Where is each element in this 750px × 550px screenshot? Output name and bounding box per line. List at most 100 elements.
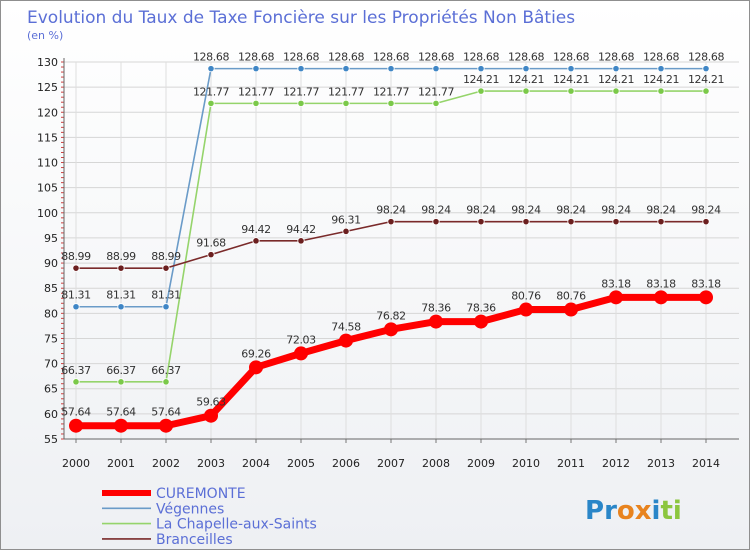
data-point	[612, 218, 620, 226]
data-label: 83.18	[691, 277, 721, 290]
data-label: 74.58	[331, 321, 361, 334]
data-label: 98.24	[556, 204, 586, 217]
data-point	[207, 251, 215, 259]
data-point	[162, 378, 170, 386]
data-label: 88.99	[151, 250, 181, 263]
data-label: 124.21	[643, 73, 679, 86]
data-point	[297, 237, 305, 245]
data-label: 121.77	[328, 85, 364, 98]
data-label: 121.77	[238, 85, 274, 98]
data-point	[519, 302, 533, 317]
logo-letter: o	[617, 496, 635, 526]
data-label: 98.24	[376, 204, 406, 217]
data-label: 98.24	[601, 204, 631, 217]
data-point	[612, 87, 620, 95]
y-tick-label: 95	[44, 232, 58, 245]
data-point	[162, 264, 170, 272]
data-label: 128.68	[373, 51, 409, 64]
data-point	[159, 418, 173, 433]
data-label: 98.24	[511, 204, 541, 217]
y-tick-label: 80	[44, 307, 58, 320]
data-point	[474, 314, 488, 329]
y-tick-label: 85	[44, 282, 58, 295]
data-point	[432, 218, 440, 226]
data-point	[657, 65, 665, 73]
x-tick-label: 2000	[62, 457, 90, 470]
series-layer	[69, 65, 713, 433]
data-point	[522, 218, 530, 226]
data-label: 121.77	[373, 85, 409, 98]
axes: 55 60 65 70 75 80 85 90 95 100 105 110 115 120 125 130 2…	[37, 56, 739, 470]
data-point	[567, 87, 575, 95]
series-branceilles	[72, 218, 710, 272]
data-point	[297, 65, 305, 73]
y-tick-label: 130	[37, 56, 58, 69]
data-label: 121.77	[193, 85, 229, 98]
data-point	[339, 333, 353, 348]
data-point	[204, 408, 218, 423]
data-label: 57.64	[61, 406, 91, 419]
data-point	[252, 237, 260, 245]
data-point	[654, 290, 668, 305]
logo-letter: r	[604, 496, 617, 526]
series-v-gennes	[72, 65, 710, 311]
data-label: 128.68	[688, 51, 724, 64]
data-point	[612, 65, 620, 73]
data-point	[252, 99, 260, 107]
data-point	[609, 290, 623, 305]
proxiti-logo: Proxiti	[585, 496, 682, 526]
logo-letter: x	[635, 496, 652, 526]
logo-letter: P	[585, 496, 604, 526]
data-label: 81.31	[106, 289, 136, 302]
data-label: 124.21	[508, 73, 544, 86]
x-tick-label: 2004	[242, 457, 270, 470]
data-label: 128.68	[328, 51, 364, 64]
legend-label: La Chapelle-aux-Saints	[156, 517, 317, 533]
data-point	[384, 322, 398, 337]
data-point	[702, 87, 710, 95]
logo-letter: t	[660, 496, 672, 526]
data-point	[72, 378, 80, 386]
data-point	[432, 99, 440, 107]
data-label: 121.77	[418, 85, 454, 98]
data-label: 124.21	[598, 73, 634, 86]
data-point	[117, 303, 125, 311]
data-label: 98.24	[646, 204, 676, 217]
data-label: 66.37	[151, 364, 181, 377]
data-point	[567, 218, 575, 226]
data-point	[162, 303, 170, 311]
data-point	[702, 218, 710, 226]
data-label: 128.68	[508, 51, 544, 64]
x-tick-label: 2010	[512, 457, 540, 470]
x-tick-label: 2003	[197, 457, 225, 470]
data-point	[342, 65, 350, 73]
x-tick-label: 2006	[332, 457, 360, 470]
data-label: 78.36	[466, 302, 496, 315]
data-label: 59.63	[196, 396, 226, 409]
data-label: 57.64	[106, 406, 136, 419]
data-label: 128.68	[643, 51, 679, 64]
data-label: 124.21	[553, 73, 589, 86]
y-tick-label: 55	[44, 433, 58, 446]
data-label: 94.42	[286, 223, 316, 236]
data-label: 128.68	[283, 51, 319, 64]
x-tick-label: 2007	[377, 457, 405, 470]
x-tick-label: 2011	[557, 457, 585, 470]
y-tick-label: 120	[37, 106, 58, 119]
data-label: 76.82	[376, 309, 406, 322]
data-point	[387, 65, 395, 73]
data-point	[342, 227, 350, 235]
data-point	[207, 99, 215, 107]
logo-letter: i	[652, 496, 661, 526]
data-point	[477, 87, 485, 95]
legend-label: Branceilles	[156, 532, 233, 548]
data-label: 96.31	[331, 213, 361, 226]
series-la-chapelle-aux-saints	[72, 87, 710, 386]
data-point	[429, 314, 443, 329]
data-label: 80.76	[511, 290, 541, 303]
data-point	[207, 65, 215, 73]
data-point	[249, 360, 263, 375]
y-tick-label: 105	[37, 182, 58, 195]
